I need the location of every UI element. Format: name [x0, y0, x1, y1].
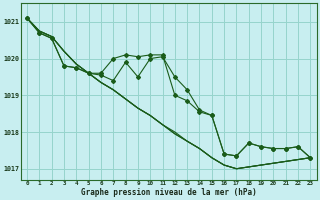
X-axis label: Graphe pression niveau de la mer (hPa): Graphe pression niveau de la mer (hPa)	[81, 188, 257, 197]
